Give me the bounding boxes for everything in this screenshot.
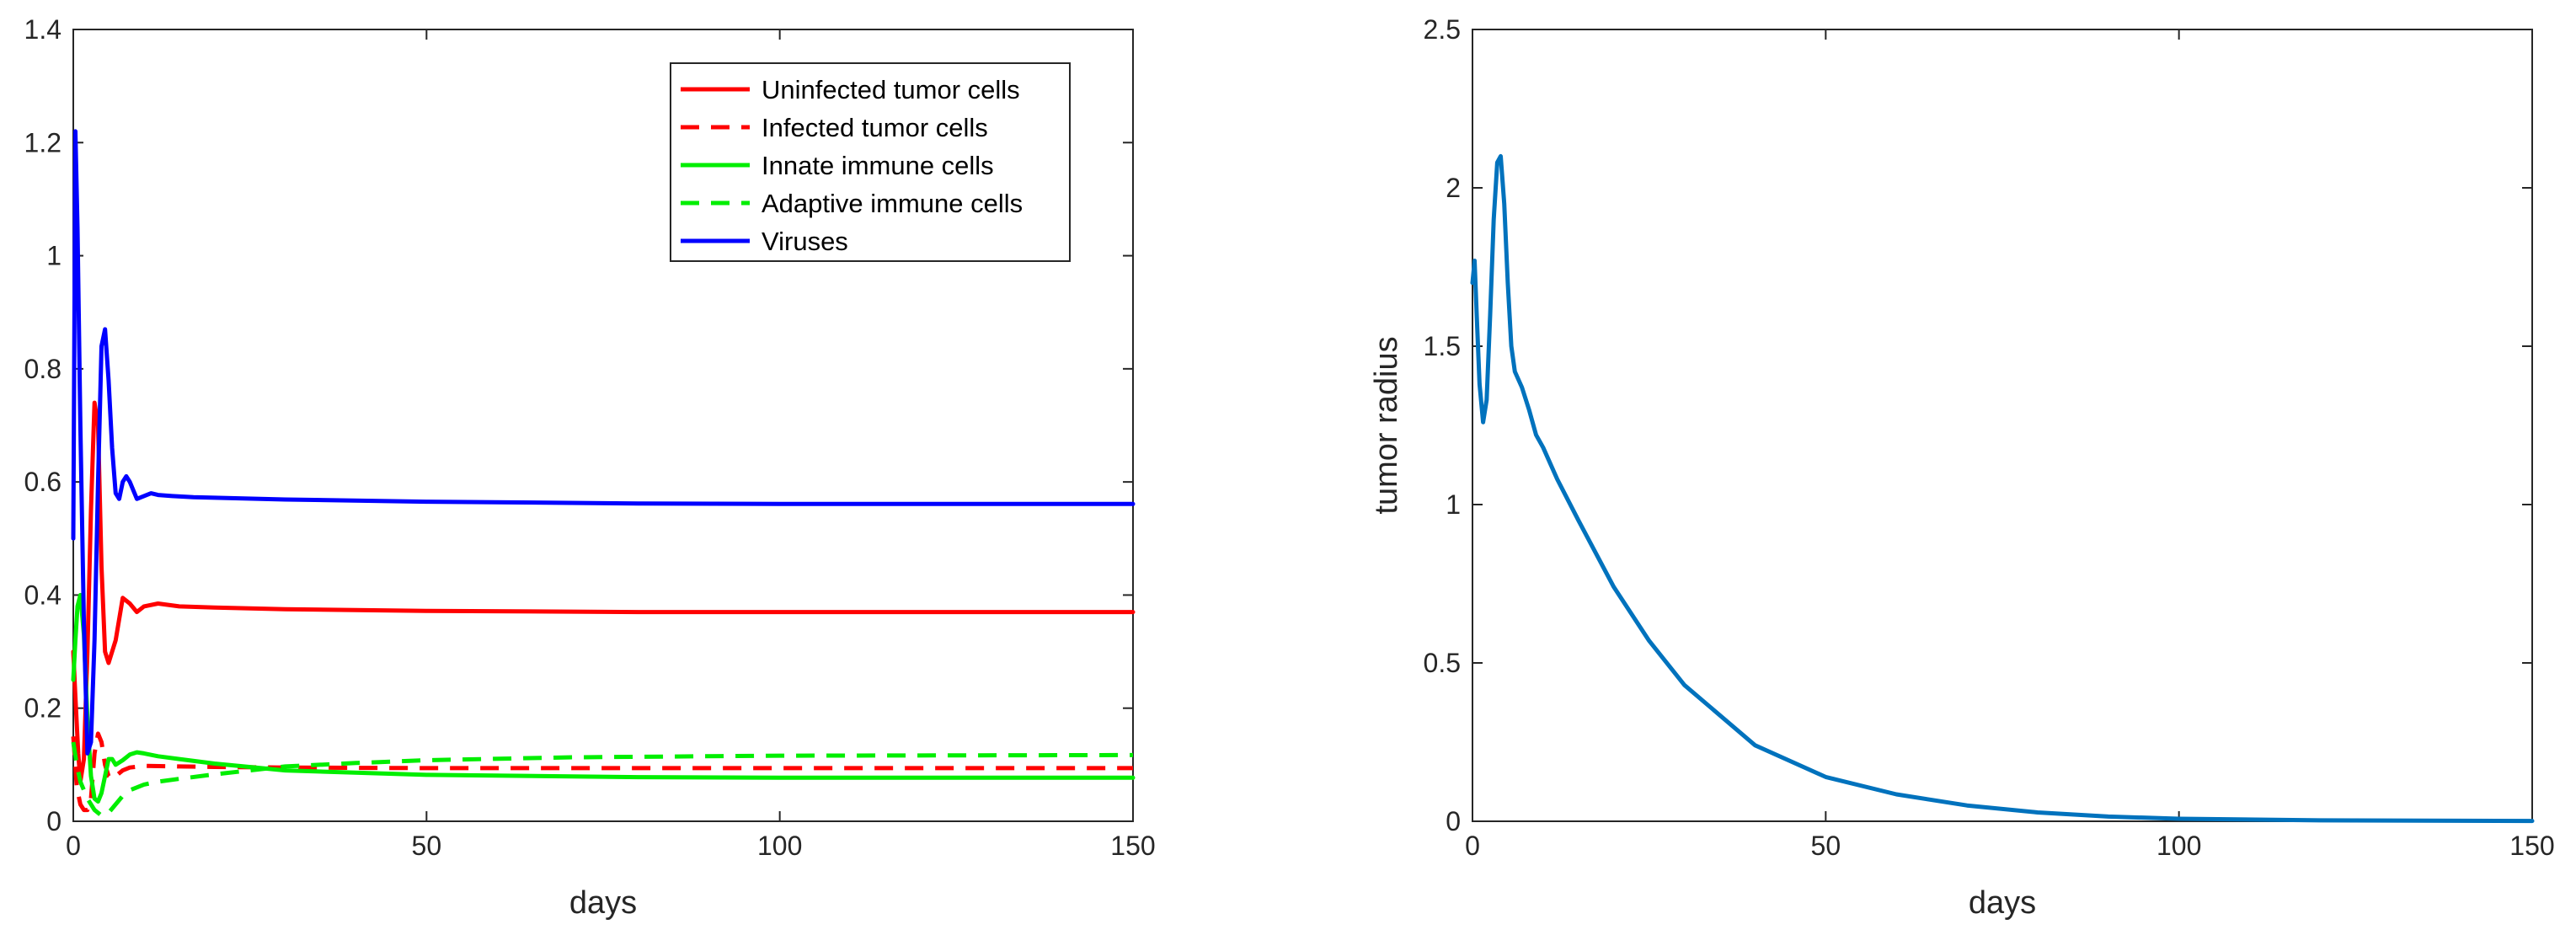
left-y-tick-label: 0.6 xyxy=(24,467,61,497)
legend-label-adaptive: Adaptive immune cells xyxy=(762,189,1023,218)
right-y-tick-label: 2.5 xyxy=(1424,14,1461,45)
right-y-tick-label: 1 xyxy=(1446,489,1461,520)
legend-label-uninfected: Uninfected tumor cells xyxy=(762,75,1020,104)
legend: Uninfected tumor cells Infected tumor ce… xyxy=(670,62,1071,262)
left-y-tick-label: 1.2 xyxy=(24,127,61,158)
left-y-tick-label: 0 xyxy=(46,806,61,836)
right-y-tick-label: 0 xyxy=(1446,806,1461,836)
left-y-tick-label: 1.4 xyxy=(24,14,61,45)
right-x-axis-title: days xyxy=(1969,885,2036,921)
legend-label-viruses: Viruses xyxy=(762,227,848,256)
left-x-tick-label: 0 xyxy=(66,831,81,861)
legend-label-innate: Innate immune cells xyxy=(762,151,994,180)
right-ticks: 0 50 100 150 0 0.5 1 1.5 2 2.5 xyxy=(1424,14,2555,861)
left-x-axis-title: days xyxy=(569,885,637,921)
right-series-line-tumor-radius xyxy=(1470,153,2535,824)
left-y-tick-label: 0.8 xyxy=(24,354,61,384)
legend-box xyxy=(670,62,1071,262)
right-x-tick-label: 150 xyxy=(2509,831,2554,861)
right-y-tick-label: 2 xyxy=(1446,173,1461,203)
left-y-tick-label: 0.2 xyxy=(24,693,61,724)
left-y-tick-label: 1 xyxy=(46,241,61,271)
right-series-lines xyxy=(1470,153,2535,824)
right-y-tick-label: 1.5 xyxy=(1424,331,1461,361)
left-x-tick-label: 50 xyxy=(412,831,442,861)
left-ticks: 0 50 100 150 0 0.2 0.4 0.6 0.8 1 1.2 1.4 xyxy=(24,14,1156,861)
right-y-tick-label: 0.5 xyxy=(1424,648,1461,678)
left-series-lines xyxy=(71,129,1136,818)
left-chart: 0 50 100 150 0 0.2 0.4 0.6 0.8 1 1.2 1.4 days Uninf… xyxy=(24,14,1156,921)
left-series-line-viruses xyxy=(71,129,1136,756)
right-x-tick-label: 100 xyxy=(2156,831,2201,861)
left-x-tick-label: 150 xyxy=(1110,831,1155,861)
legend-label-infected: Infected tumor cells xyxy=(762,113,988,142)
left-series-line-adaptive-immune-cells xyxy=(71,741,1134,818)
right-x-tick-label: 50 xyxy=(1811,831,1841,861)
right-x-tick-label: 0 xyxy=(1465,831,1480,861)
right-chart: 0 50 100 150 0 0.5 1 1.5 2 2.5 days tumor radius xyxy=(1369,14,2555,921)
left-y-tick-label: 0.4 xyxy=(24,580,61,610)
right-plot-frame xyxy=(1472,29,2533,822)
left-series-line-uninfected-tumor-cells xyxy=(71,400,1136,784)
right-y-axis-title: tumor radius xyxy=(1369,336,1404,514)
left-x-tick-label: 100 xyxy=(757,831,802,861)
